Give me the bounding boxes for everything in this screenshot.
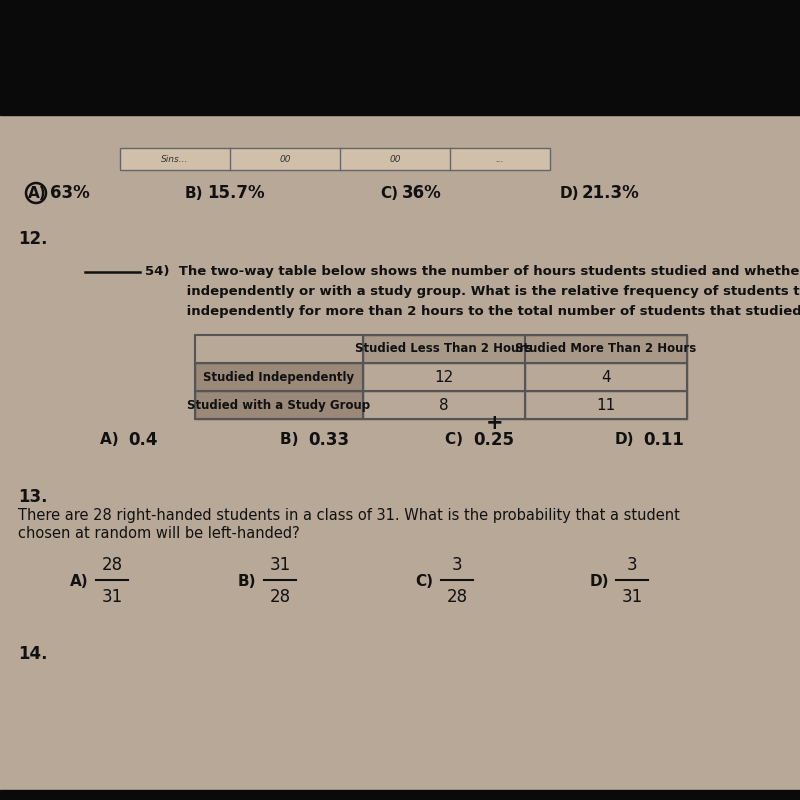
Text: 0.25: 0.25 <box>473 431 514 449</box>
Text: D): D) <box>560 186 579 201</box>
Text: chosen at random will be left-handed?: chosen at random will be left-handed? <box>18 526 300 541</box>
Text: Studied with a Study Group: Studied with a Study Group <box>187 398 370 411</box>
Text: B): B) <box>185 186 203 201</box>
Bar <box>195 363 363 391</box>
Bar <box>363 363 525 391</box>
Bar <box>363 335 687 363</box>
Text: 13.: 13. <box>18 488 47 506</box>
Text: 11: 11 <box>596 398 616 413</box>
Text: independently for more than 2 hours to the total number of students that studied: independently for more than 2 hours to t… <box>145 306 800 318</box>
Text: Sins...: Sins... <box>162 154 189 163</box>
Text: 3: 3 <box>626 556 638 574</box>
Text: 4: 4 <box>601 370 611 385</box>
Text: ...: ... <box>496 154 504 163</box>
Text: 8: 8 <box>439 398 449 413</box>
Text: 12: 12 <box>434 370 454 385</box>
Text: Studied Less Than 2 Hours: Studied Less Than 2 Hours <box>355 342 533 355</box>
Text: +: + <box>486 413 504 433</box>
Text: 28: 28 <box>270 588 290 606</box>
Bar <box>525 391 687 419</box>
Text: C): C) <box>415 574 433 590</box>
Text: D): D) <box>590 574 610 590</box>
Text: 31: 31 <box>102 588 122 606</box>
Text: 21.3%: 21.3% <box>582 184 640 202</box>
Text: independently or with a study group. What is the relative frequency of students : independently or with a study group. Wha… <box>145 286 800 298</box>
Text: 0.33: 0.33 <box>308 431 349 449</box>
Text: 00: 00 <box>279 154 290 163</box>
Text: 15.7%: 15.7% <box>207 184 265 202</box>
Text: 31: 31 <box>622 588 642 606</box>
Bar <box>195 391 363 419</box>
Text: C): C) <box>445 433 474 447</box>
Bar <box>525 363 687 391</box>
Text: 31: 31 <box>270 556 290 574</box>
Bar <box>195 335 687 419</box>
Text: 3: 3 <box>452 556 462 574</box>
Text: 36%: 36% <box>402 184 442 202</box>
Bar <box>120 148 550 170</box>
Text: D): D) <box>615 433 634 447</box>
Text: 28: 28 <box>446 588 467 606</box>
Text: A): A) <box>28 186 46 201</box>
Text: 63%: 63% <box>50 184 90 202</box>
Bar <box>363 391 525 419</box>
Text: A): A) <box>70 574 89 590</box>
Bar <box>0 0 800 115</box>
Text: 54)  The two-way table below shows the number of hours students studied and whet: 54) The two-way table below shows the nu… <box>145 266 800 278</box>
Text: 0.4: 0.4 <box>128 431 158 449</box>
Text: There are 28 right-handed students in a class of 31. What is the probability tha: There are 28 right-handed students in a … <box>18 508 680 523</box>
Text: B): B) <box>280 433 309 447</box>
Text: C): C) <box>380 186 398 201</box>
Text: 12.: 12. <box>18 230 47 248</box>
Bar <box>0 790 800 800</box>
Text: 0.11: 0.11 <box>643 431 684 449</box>
Text: 14.: 14. <box>18 645 47 663</box>
Text: B): B) <box>238 574 257 590</box>
Text: 28: 28 <box>102 556 122 574</box>
Text: Studied Independently: Studied Independently <box>203 370 354 383</box>
Text: A): A) <box>100 433 129 447</box>
Text: Studied More Than 2 Hours: Studied More Than 2 Hours <box>515 342 697 355</box>
Text: 00: 00 <box>390 154 401 163</box>
